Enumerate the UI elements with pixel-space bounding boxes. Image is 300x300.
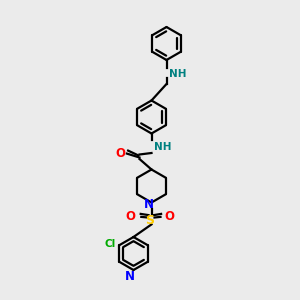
Text: O: O	[164, 210, 175, 223]
Text: N: N	[125, 270, 135, 283]
Text: Cl: Cl	[105, 239, 116, 249]
Text: O: O	[115, 146, 125, 160]
Text: N: N	[144, 197, 154, 211]
Text: O: O	[125, 210, 136, 223]
Text: NH: NH	[154, 142, 171, 152]
Text: S: S	[145, 214, 154, 227]
Text: NH: NH	[169, 69, 186, 80]
